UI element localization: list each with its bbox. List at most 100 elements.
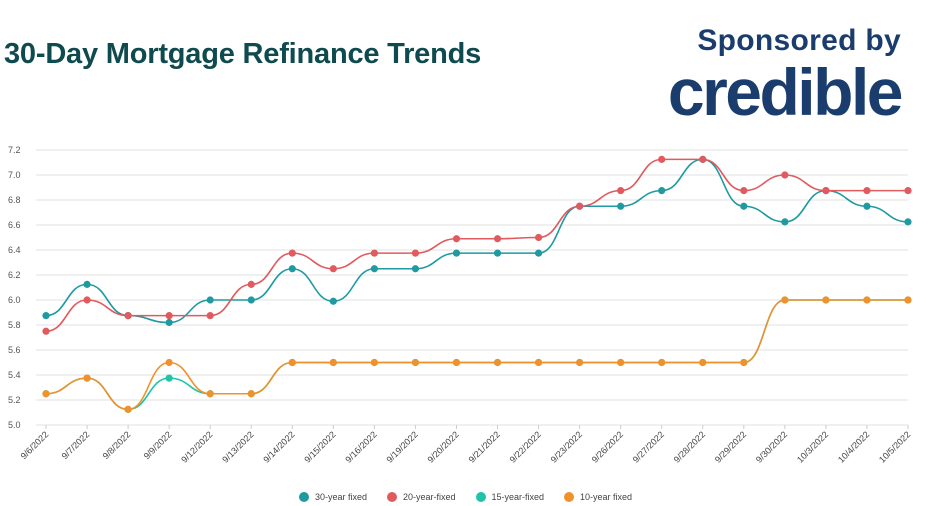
legend-swatch: [298, 492, 309, 502]
data-point: [124, 312, 132, 320]
y-tick-label: 6.8: [8, 195, 21, 205]
x-tick-label: 9/6/2022: [19, 429, 51, 461]
legend-item: 15-year-fixed: [475, 492, 545, 502]
credible-logo: credible: [667, 55, 904, 129]
data-point: [781, 296, 789, 304]
data-point: [904, 218, 912, 226]
data-point: [740, 187, 748, 195]
legend-swatch: [564, 492, 575, 502]
data-point: [165, 318, 173, 327]
data-point: [493, 249, 502, 257]
x-tick-label: 9/15/2022: [302, 429, 337, 464]
data-point: [617, 358, 625, 367]
data-point: [206, 390, 214, 398]
sponsor-block: Sponsored by credible: [641, 24, 904, 129]
x-tick-label: 9/19/2022: [384, 429, 419, 464]
data-point: [329, 297, 337, 305]
data-point: [863, 187, 871, 195]
data-point: [83, 280, 91, 288]
x-tick-label: 9/8/2022: [101, 429, 133, 461]
data-point: [329, 358, 337, 367]
legend-label: 20-year-fixed: [402, 492, 456, 502]
x-tick-label: 9/29/2022: [713, 429, 748, 464]
data-point: [781, 218, 789, 226]
data-point: [658, 155, 666, 163]
x-tick-label: 9/16/2022: [343, 429, 378, 464]
data-point: [42, 312, 50, 320]
data-point: [781, 171, 789, 179]
series-line: [45, 158, 909, 324]
legend-item: 20-year-fixed: [386, 492, 456, 502]
y-tick-label: 5.0: [8, 420, 21, 430]
data-point: [124, 405, 132, 413]
x-tick-label: 9/21/2022: [467, 429, 502, 464]
data-point: [247, 296, 255, 304]
sponsor-label: Sponsored by: [697, 24, 901, 57]
data-point: [411, 265, 420, 273]
data-point: [206, 312, 214, 320]
data-point: [165, 358, 173, 367]
y-tick-label: 5.2: [8, 395, 21, 405]
data-point: [658, 358, 666, 367]
data-point: [42, 390, 50, 398]
data-point: [904, 296, 912, 304]
data-point: [740, 358, 748, 367]
x-tick-label: 9/13/2022: [220, 429, 255, 464]
legend-item: 30-year fixed: [298, 492, 367, 502]
series-lines: [42, 155, 912, 413]
data-point: [699, 155, 707, 163]
legend-item: 10-year fixed: [564, 492, 632, 502]
y-tick-label: 7.0: [8, 170, 21, 180]
x-tick-label: 9/26/2022: [590, 429, 625, 464]
data-point: [699, 358, 707, 367]
x-tick-label: 9/14/2022: [261, 429, 296, 464]
x-tick-label: 9/9/2022: [142, 429, 174, 461]
data-point: [83, 296, 91, 304]
data-point: [534, 358, 543, 367]
x-tick-label: 10/4/2022: [836, 429, 871, 464]
series-line: [45, 158, 908, 333]
data-point: [863, 296, 871, 304]
data-point: [576, 202, 584, 210]
data-point: [288, 265, 296, 273]
series-line: [45, 299, 908, 411]
data-point: [452, 235, 461, 243]
data-point: [288, 358, 296, 367]
data-point: [370, 358, 378, 367]
legend-label: 15-year-fixed: [491, 492, 545, 502]
x-tick-label: 9/27/2022: [631, 429, 666, 464]
data-point: [658, 187, 666, 195]
y-tick-label: 6.0: [8, 295, 21, 305]
page-title: 30-Day Mortgage Refinance Trends: [4, 38, 482, 70]
legend-label: 10-year fixed: [580, 492, 633, 502]
x-tick-label: 10/5/2022: [877, 429, 912, 464]
y-tick-label: 7.2: [8, 145, 21, 155]
data-point: [822, 296, 830, 304]
series-3: [42, 296, 912, 413]
data-point: [617, 202, 625, 210]
data-point: [534, 233, 543, 242]
data-point: [452, 358, 461, 367]
data-point: [617, 187, 625, 195]
data-point: [493, 358, 502, 367]
data-point: [370, 265, 378, 273]
x-tick-label: 9/23/2022: [549, 429, 584, 464]
chart-legend: 30-year fixed 20-year-fixed 15-year-fixed 1…: [0, 492, 931, 502]
data-point: [247, 390, 255, 398]
data-point: [534, 249, 543, 257]
data-point: [411, 358, 420, 367]
x-tick-label: 9/12/2022: [179, 429, 214, 464]
y-tick-label: 6.4: [8, 245, 21, 255]
x-tick-label: 9/22/2022: [508, 429, 543, 464]
data-point: [247, 280, 255, 288]
x-axis-ticks: 9/6/2022 9/7/2022 9/8/2022 9/9/2022 9/12/202…: [19, 425, 912, 465]
data-point: [42, 327, 50, 335]
legend-swatch: [475, 492, 486, 502]
data-point: [822, 187, 830, 195]
y-axis-ticks: 5.0 5.2 5.4 5.6 5.8 6.0 6.2 6.4 6.6 6.8 7.0 7.2: [8, 145, 21, 430]
data-point: [452, 249, 461, 257]
series-1: [42, 155, 912, 335]
data-point: [370, 249, 378, 257]
data-point: [576, 358, 584, 367]
